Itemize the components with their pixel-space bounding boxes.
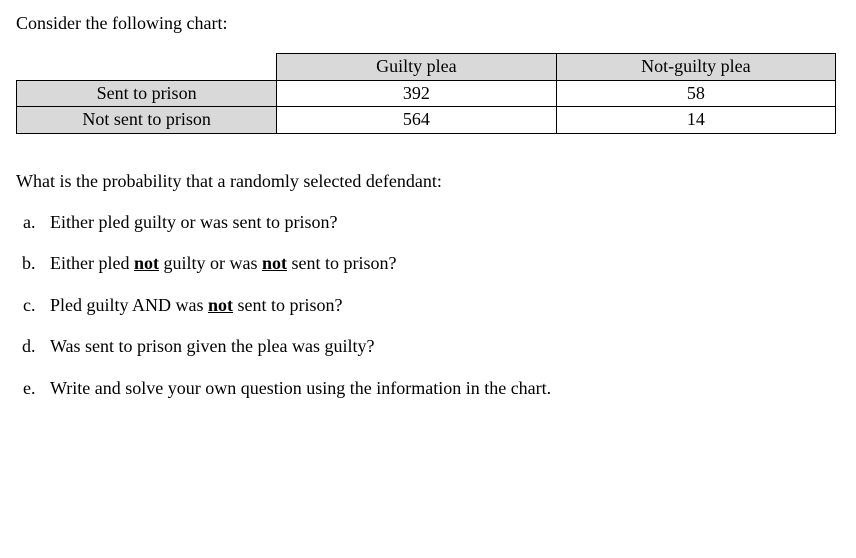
cell-notsent-notguilty: 14 xyxy=(556,107,835,133)
question-parts: Either pled guilty or was sent to prison… xyxy=(16,211,840,400)
part-b-pre: Either pled xyxy=(50,253,134,273)
part-b-mid: guilty or was xyxy=(159,253,262,273)
col-header-not-guilty: Not-guilty plea xyxy=(556,54,835,80)
part-a: Either pled guilty or was sent to prison… xyxy=(40,211,840,234)
intro-text: Consider the following chart: xyxy=(16,12,840,35)
table-row: Not sent to prison 564 14 xyxy=(17,107,836,133)
part-c-pre: Pled guilty AND was xyxy=(50,295,208,315)
data-table: Guilty plea Not-guilty plea Sent to pris… xyxy=(16,53,836,133)
cell-sent-guilty: 392 xyxy=(277,80,557,106)
part-d-text: Was sent to prison given the plea was gu… xyxy=(50,336,374,356)
question-stem: What is the probability that a randomly … xyxy=(16,170,840,193)
part-e-text: Write and solve your own question using … xyxy=(50,378,551,398)
table-header-row: Guilty plea Not-guilty plea xyxy=(17,54,836,80)
part-d: Was sent to prison given the plea was gu… xyxy=(40,335,840,358)
part-c-post: sent to prison? xyxy=(233,295,343,315)
row-label-sent: Sent to prison xyxy=(17,80,277,106)
table-row: Sent to prison 392 58 xyxy=(17,80,836,106)
row-label-notsent: Not sent to prison xyxy=(17,107,277,133)
part-e: Write and solve your own question using … xyxy=(40,377,840,400)
part-c: Pled guilty AND was not sent to prison? xyxy=(40,294,840,317)
part-b-u1: not xyxy=(134,253,159,273)
table-corner-cell xyxy=(17,54,277,80)
cell-sent-notguilty: 58 xyxy=(556,80,835,106)
part-a-text: Either pled guilty or was sent to prison… xyxy=(50,212,337,232)
part-c-u1: not xyxy=(208,295,233,315)
part-b-u2: not xyxy=(262,253,287,273)
part-b-post: sent to prison? xyxy=(287,253,397,273)
col-header-guilty: Guilty plea xyxy=(277,54,557,80)
cell-notsent-guilty: 564 xyxy=(277,107,557,133)
part-b: Either pled not guilty or was not sent t… xyxy=(40,252,840,275)
